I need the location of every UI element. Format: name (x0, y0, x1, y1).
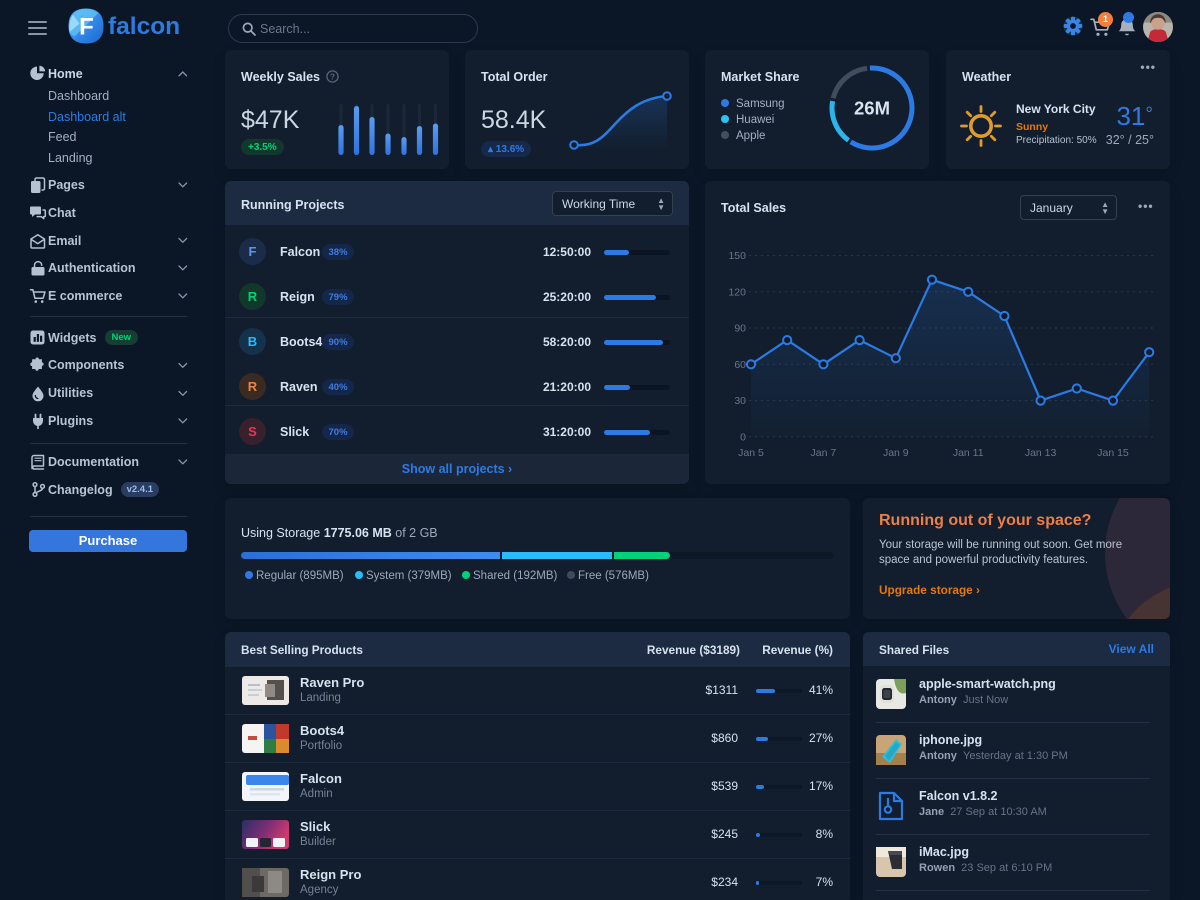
svg-text:Jan 13: Jan 13 (1025, 447, 1057, 459)
svg-text:26M: 26M (854, 98, 890, 119)
svg-text:Jan 11: Jan 11 (953, 447, 984, 459)
svg-text:30: 30 (734, 395, 746, 407)
svg-text:90: 90 (734, 323, 746, 335)
svg-text:Jan 15: Jan 15 (1097, 447, 1129, 459)
svg-text:150: 150 (728, 250, 746, 262)
svg-text:Jan 7: Jan 7 (811, 447, 837, 459)
svg-text:120: 120 (728, 286, 746, 298)
svg-text:?: ? (330, 71, 335, 81)
svg-text:Jan 9: Jan 9 (883, 447, 909, 459)
svg-text:0: 0 (740, 431, 746, 443)
svg-text:F: F (79, 14, 94, 41)
svg-text:Jan 5: Jan 5 (738, 447, 764, 459)
svg-text:60: 60 (734, 359, 746, 371)
